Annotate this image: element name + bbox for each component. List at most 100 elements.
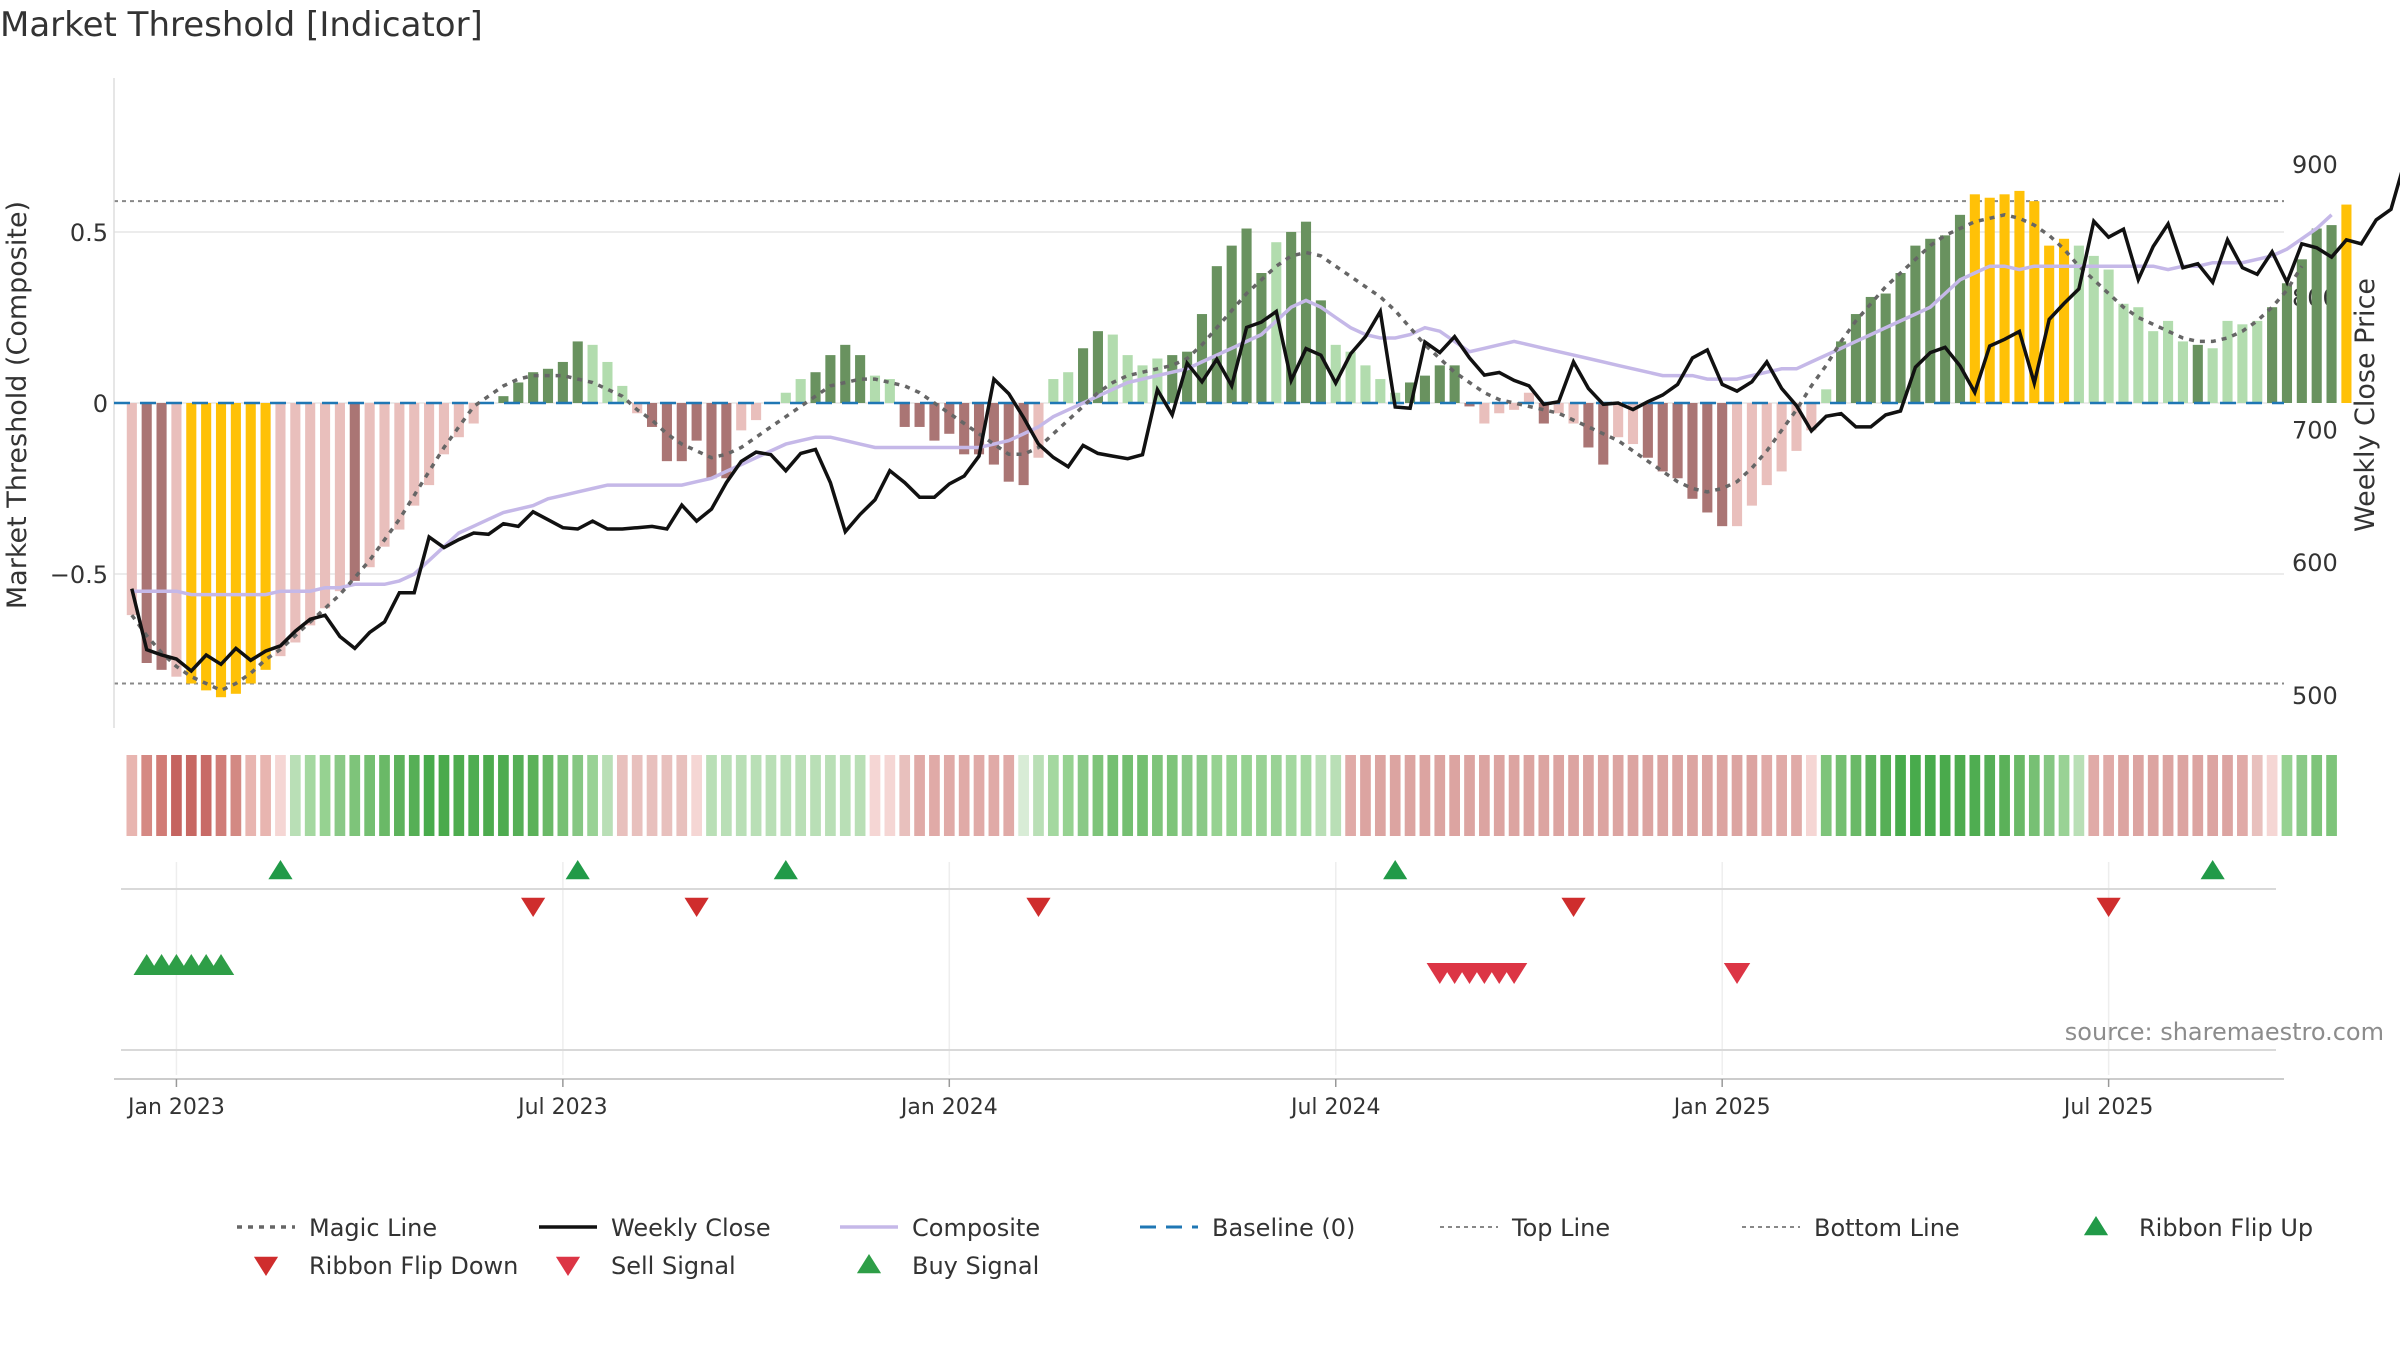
y-axis-right-label: Weekly Close Price bbox=[2350, 278, 2381, 532]
ribbon-cell bbox=[527, 755, 539, 836]
composite-bar bbox=[1048, 379, 1059, 403]
ribbon-cell bbox=[1003, 755, 1015, 836]
composite-bar bbox=[2296, 259, 2307, 403]
ribbon-cell bbox=[765, 755, 777, 836]
sell-signal-marker bbox=[1723, 963, 1751, 984]
ribbon-cell bbox=[1270, 755, 1282, 836]
composite-bar bbox=[691, 403, 702, 441]
ribbon-cell bbox=[334, 755, 346, 836]
ribbon-cell bbox=[1568, 755, 1579, 836]
ribbon-cell bbox=[1374, 755, 1386, 836]
composite-bar bbox=[1330, 344, 1341, 403]
ribbon-cell bbox=[1166, 755, 1178, 836]
composite-bar bbox=[1419, 375, 1430, 403]
ribbon-cell bbox=[498, 755, 509, 836]
legend-label: Bottom Line bbox=[1814, 1214, 1960, 1242]
ribbon-flip-up-marker bbox=[268, 860, 293, 880]
composite-bar bbox=[1627, 403, 1639, 445]
composite-bar bbox=[1405, 382, 1416, 403]
ribbon-cell bbox=[1404, 755, 1416, 836]
legend-item: Ribbon Flip Down bbox=[253, 1252, 518, 1280]
ribbon-cell bbox=[2222, 755, 2233, 836]
ribbon-cell bbox=[1493, 755, 1505, 836]
legend-item: Top Line bbox=[1440, 1214, 1610, 1242]
ribbon-cell bbox=[2192, 755, 2204, 836]
composite-bar bbox=[721, 403, 732, 479]
magic-line bbox=[130, 213, 2304, 693]
ribbon-cell bbox=[1062, 755, 1074, 836]
composite-bar bbox=[2267, 307, 2278, 403]
legend-label: Composite bbox=[912, 1214, 1040, 1242]
ribbon-cell bbox=[2014, 755, 2025, 836]
ribbon-cell bbox=[1419, 755, 1431, 836]
legend-item: Bottom Line bbox=[1742, 1214, 1960, 1242]
x-tick-label: Jan 2025 bbox=[1672, 1095, 1771, 1120]
composite-bar bbox=[1479, 403, 1490, 424]
legend-label: Baseline (0) bbox=[1212, 1214, 1355, 1242]
composite-bar bbox=[825, 355, 836, 403]
ribbon-flip-up-marker bbox=[2200, 860, 2225, 880]
ribbon-cell bbox=[230, 755, 242, 836]
composite-bar bbox=[1137, 365, 1148, 403]
ribbon-cell bbox=[1553, 755, 1565, 836]
ribbon-cell bbox=[171, 755, 182, 836]
ribbon-cell bbox=[453, 755, 465, 836]
signal-markers bbox=[121, 860, 2276, 1051]
ribbon-cell bbox=[2147, 755, 2159, 836]
composite-bar bbox=[2073, 245, 2084, 403]
ribbon-cell bbox=[260, 755, 271, 836]
composite-bar bbox=[1583, 403, 1594, 448]
composite-bar bbox=[914, 403, 925, 427]
composite-bar bbox=[1821, 389, 1832, 403]
composite-bar bbox=[1375, 379, 1386, 403]
composite-bar bbox=[349, 403, 360, 581]
y-right-tick-label: 900 bbox=[2292, 151, 2338, 179]
ribbon-cell bbox=[1047, 755, 1059, 836]
composite-bar bbox=[1984, 197, 1995, 403]
ribbon-cell bbox=[1746, 755, 1758, 836]
ribbon-cell bbox=[810, 755, 821, 836]
ribbon-strip bbox=[126, 755, 2337, 836]
ribbon-cell bbox=[245, 755, 257, 836]
ribbon-cell bbox=[1716, 755, 1728, 836]
ribbon-cell bbox=[1256, 755, 1267, 836]
x-tick-label: Jul 2025 bbox=[2062, 1095, 2154, 1120]
ribbon-cell bbox=[1479, 755, 1490, 836]
ribbon-cell bbox=[869, 755, 881, 836]
ribbon-cell bbox=[943, 755, 955, 836]
composite-bar bbox=[1241, 228, 1252, 403]
ribbon-cell bbox=[1731, 755, 1743, 836]
ribbon-cell bbox=[349, 755, 361, 836]
composite-bar bbox=[1850, 314, 1861, 403]
composite-bar bbox=[305, 403, 316, 626]
ribbon-cell bbox=[275, 755, 286, 836]
composite-bar bbox=[855, 355, 866, 403]
ribbon-cell bbox=[1865, 755, 1877, 836]
ribbon-cell bbox=[2118, 755, 2129, 836]
ribbon-cell bbox=[557, 755, 569, 836]
ribbon-cell bbox=[1954, 755, 1966, 836]
composite-bar bbox=[2133, 307, 2144, 403]
ribbon-cell bbox=[572, 755, 584, 836]
composite-bar bbox=[1806, 403, 1817, 431]
ribbon-cell bbox=[1687, 755, 1698, 836]
composite-bar bbox=[1836, 341, 1847, 403]
composite-bar bbox=[2252, 320, 2263, 403]
composite-bar bbox=[810, 372, 821, 403]
composite-bar bbox=[394, 403, 405, 530]
composite-bar bbox=[171, 403, 182, 677]
ribbon-cell bbox=[2132, 755, 2144, 836]
ribbon-cell bbox=[1137, 755, 1148, 836]
ribbon-cell bbox=[1806, 755, 1817, 836]
ribbon-flip-down-marker bbox=[1026, 897, 1051, 917]
ribbon-cell bbox=[1969, 755, 1981, 836]
legend-label: Ribbon Flip Up bbox=[2139, 1214, 2313, 1242]
composite-bar bbox=[141, 403, 152, 663]
composite-bar bbox=[201, 403, 212, 691]
composite-bar bbox=[513, 382, 524, 403]
ribbon-cell bbox=[2311, 755, 2323, 836]
legend-label: Weekly Close bbox=[611, 1214, 771, 1242]
composite-bar bbox=[1642, 403, 1653, 458]
legend-label: Sell Signal bbox=[611, 1252, 736, 1280]
composite-bar bbox=[186, 403, 197, 684]
